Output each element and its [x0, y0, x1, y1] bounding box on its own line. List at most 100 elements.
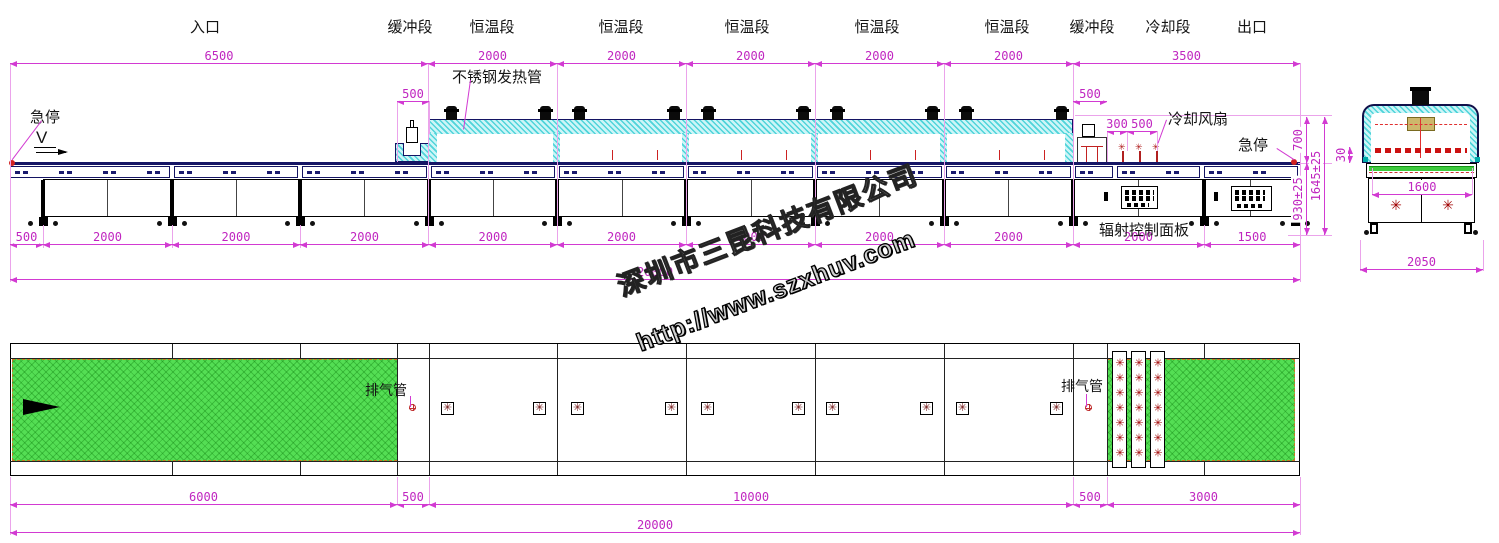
dim-arrow — [550, 60, 557, 67]
side-red-centerline — [1420, 118, 1421, 158]
dim-arrow — [1073, 501, 1080, 508]
dimension-label: 500 — [1077, 490, 1103, 504]
fan-icon: ✳ — [1115, 357, 1125, 370]
cooling-fan-icon: ✳ — [1118, 143, 1126, 163]
dimension-label: 10000 — [730, 490, 772, 504]
conveyor-segment — [302, 166, 427, 178]
dim-arrow — [1293, 241, 1300, 248]
extension-line — [1300, 245, 1301, 282]
dim-arrow — [165, 241, 172, 248]
section-label: 冷却段 — [1145, 19, 1191, 36]
hood-section-strip — [429, 133, 437, 162]
side-belt-green — [1369, 166, 1474, 171]
dimension-label: 930±25 — [1291, 175, 1305, 223]
fan-icon: ✳ — [533, 402, 546, 415]
dimension-label: 2000 — [992, 230, 1025, 244]
dim-arrow — [1321, 117, 1328, 124]
emergency-stop-dot-left — [9, 160, 15, 166]
dim-arrow — [1073, 98, 1080, 105]
side-fan-icon-left: ✳ — [1390, 197, 1402, 213]
leg — [1200, 217, 1209, 226]
side-cabinet-divider — [1421, 178, 1422, 223]
heater-mark — [741, 150, 742, 160]
extension-line — [1157, 131, 1158, 151]
control-panel-1-buttons-row1 — [1125, 190, 1154, 195]
leg-foot — [1083, 221, 1088, 226]
fan-icon: ✳ — [1115, 387, 1125, 400]
extension-line — [1204, 225, 1205, 248]
fan-icon: ✳ — [1115, 432, 1125, 445]
conveyor-segment — [174, 166, 298, 178]
side-fan-icon-right: ✳ — [1442, 197, 1454, 213]
fan-icon: ✳ — [1153, 387, 1163, 400]
dimension: 2000 — [815, 230, 944, 248]
exhaust-pipe-icon — [1085, 404, 1092, 411]
fan-head: ✳ — [1152, 142, 1160, 152]
side-belt-red-dash — [1369, 172, 1474, 173]
control-panel-2 — [1231, 186, 1272, 211]
fan-icon: ✳ — [1153, 372, 1163, 385]
drive-box-right-red-bar — [1081, 146, 1103, 147]
section-label: 恒温段 — [724, 19, 770, 36]
dim-arrow — [1197, 241, 1204, 248]
cooling-fan-icon: ✳ — [1135, 143, 1143, 163]
dimension: 2000 — [557, 49, 686, 67]
leg-foot — [414, 221, 419, 226]
dim-arrow — [679, 60, 686, 67]
leg-foot — [696, 221, 701, 226]
conveyor-segment — [1117, 166, 1200, 178]
extension-line — [397, 101, 398, 162]
dim-arrow — [944, 241, 951, 248]
dim-arrow — [10, 276, 17, 283]
fan-icon: ✳ — [1134, 357, 1144, 370]
dimension: 3500 — [1073, 49, 1300, 67]
section-label: 恒温段 — [598, 19, 644, 36]
cabinet-divider — [622, 180, 623, 216]
fan-bar — [1150, 351, 1165, 468]
dimension: 3000 — [1107, 490, 1300, 508]
annotation-label: 冷却风扇 — [1168, 111, 1229, 128]
dimension-label: 1500 — [1235, 230, 1269, 244]
fan-icon: ✳ — [571, 402, 584, 415]
annotation-label: 急停 — [1238, 137, 1269, 154]
side-heater-dash-row — [1375, 148, 1467, 153]
cabinet-divider — [107, 180, 108, 216]
leg-foot — [53, 221, 58, 226]
dim-arrow — [36, 241, 43, 248]
control-panel-2-buttons-row2 — [1235, 196, 1265, 201]
dimension-label: 20000 — [634, 518, 676, 532]
extension-line — [1073, 101, 1074, 162]
extension-line — [1472, 168, 1473, 195]
drive-stand-left-motor — [406, 127, 418, 143]
hood-section-strip — [940, 133, 947, 162]
plan-section-line — [944, 344, 945, 475]
drive-stand-left-notch — [403, 143, 421, 156]
dim-arrow — [1293, 276, 1300, 283]
fan-icon: ✳ — [665, 402, 678, 415]
control-panel-1-buttons-row2 — [1125, 196, 1154, 201]
fan-head: ✳ — [1135, 142, 1143, 152]
annotation-label: 排气管 — [365, 382, 407, 398]
panel-hinge-2 — [1214, 192, 1218, 201]
support-column — [427, 180, 431, 217]
dim-arrow — [1066, 241, 1073, 248]
extension-line — [1107, 477, 1108, 505]
dim-arrow — [10, 529, 17, 536]
fan-icon: ✳ — [826, 402, 839, 415]
plan-section-line — [557, 344, 558, 475]
leg-foot — [929, 221, 934, 226]
extension-line — [557, 63, 558, 245]
dim-arrow — [172, 241, 179, 248]
dim-arrow — [686, 241, 693, 248]
dimension-label: 30 — [1334, 145, 1348, 165]
leg-foot — [542, 221, 547, 226]
dimension-label: 6500 — [202, 49, 236, 63]
dimension-label: 500 — [13, 230, 40, 244]
fan-icon: ✳ — [1134, 417, 1144, 430]
drive-box-right-red-left — [1086, 146, 1087, 162]
extension-line — [429, 477, 430, 505]
dim-arrow — [421, 60, 428, 67]
dim-arrow — [1107, 128, 1114, 135]
dim-arrow — [1127, 128, 1134, 135]
dimension-label: 700 — [1291, 127, 1305, 153]
